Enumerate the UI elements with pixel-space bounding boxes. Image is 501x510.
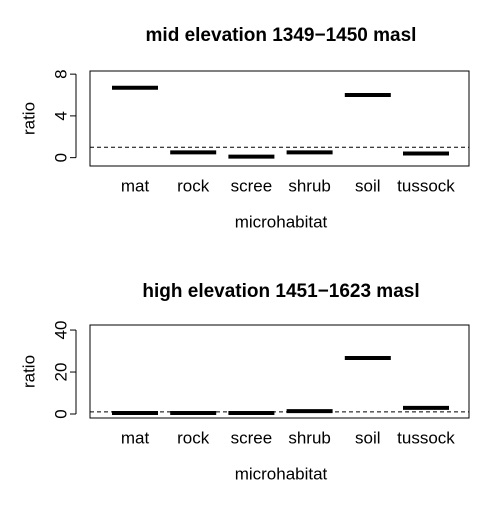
x-tick-label: scree — [231, 176, 273, 195]
y-tick-label: 40 — [51, 321, 70, 340]
y-tick-label: 0 — [51, 409, 70, 418]
x-tick-label: rock — [177, 428, 210, 447]
plot-frame — [89, 324, 470, 419]
x-tick-label: shrub — [288, 176, 331, 195]
y-tick-label: 4 — [51, 111, 70, 120]
x-tick-label: soil — [355, 428, 381, 447]
y-axis-label: ratio — [19, 102, 38, 135]
y-tick-label: 20 — [51, 363, 70, 382]
y-axis-label: ratio — [19, 355, 38, 388]
x-tick-label: mat — [121, 176, 150, 195]
chart-title: high elevation 1451−1623 masl — [142, 281, 419, 302]
y-tick-label: 0 — [51, 153, 70, 162]
chart-title: mid elevation 1349−1450 masl — [146, 25, 417, 46]
x-tick-label: scree — [231, 428, 273, 447]
x-tick-label: soil — [355, 176, 381, 195]
plot-frame — [89, 70, 470, 167]
x-tick-label: shrub — [288, 428, 331, 447]
y-tick-label: 8 — [51, 69, 70, 78]
x-axis-label: microhabitat — [235, 212, 328, 231]
x-tick-label: tussock — [397, 176, 455, 195]
x-tick-label: rock — [177, 176, 210, 195]
x-tick-label: tussock — [397, 428, 455, 447]
x-axis-label: microhabitat — [235, 464, 328, 483]
x-tick-label: mat — [121, 428, 150, 447]
